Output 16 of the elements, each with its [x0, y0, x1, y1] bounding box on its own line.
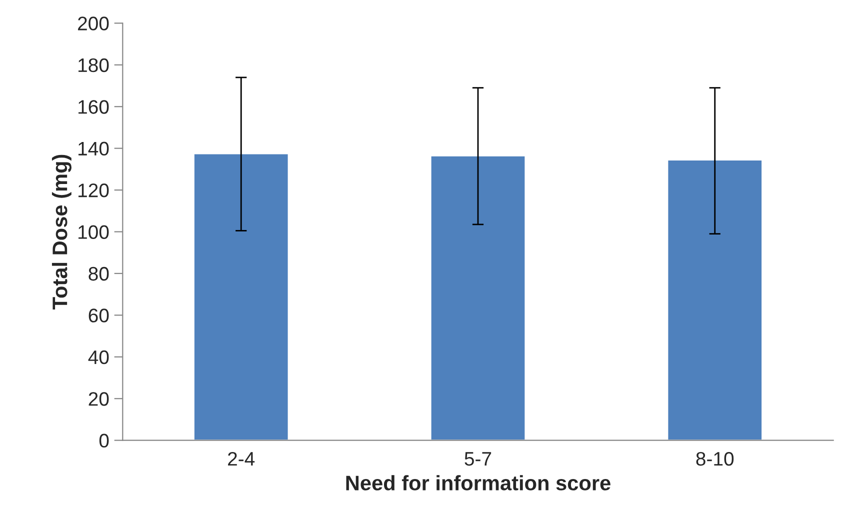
y-tick-label: 120 [78, 184, 109, 198]
y-tick-label: 180 [78, 58, 109, 72]
y-tick-label: 40 [88, 350, 109, 364]
y-tick-label: 140 [78, 142, 109, 156]
y-tick-label: 160 [78, 100, 109, 114]
y-tick-label: 0 [99, 434, 109, 448]
x-axis-title: Need for information score [346, 475, 610, 490]
y-axis-title: Total Dose (mg) [52, 154, 72, 310]
y-tick-label: 100 [78, 225, 109, 239]
y-tick-label: 80 [88, 266, 109, 281]
y-tick-label: 20 [88, 392, 109, 406]
y-tick-label: 200 [78, 16, 109, 30]
x-tick-label: 5-7 [464, 452, 492, 466]
x-tick-label: 8-10 [696, 452, 734, 466]
y-tick-label: 60 [88, 308, 109, 322]
x-tick-label: 2-4 [228, 452, 255, 466]
